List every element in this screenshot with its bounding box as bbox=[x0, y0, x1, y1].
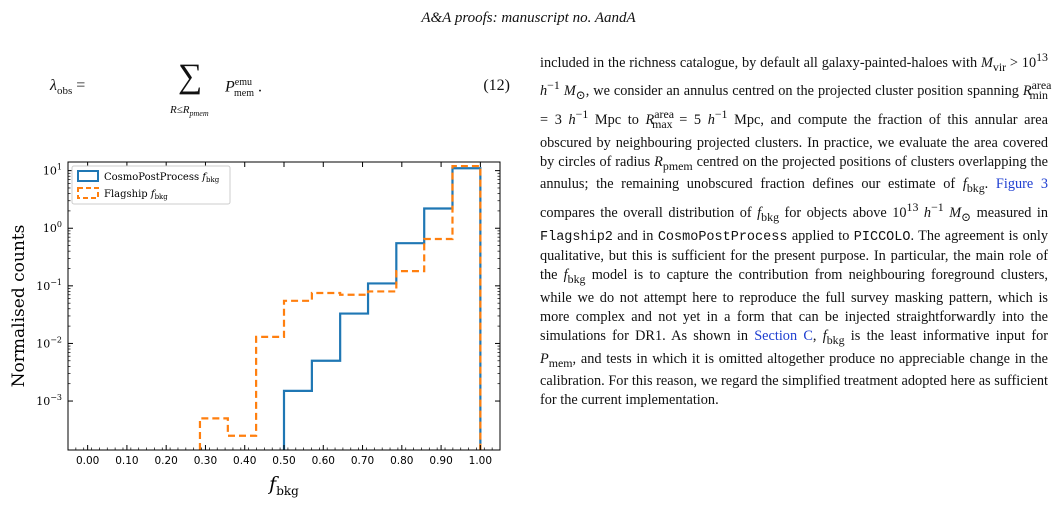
histogram-series-0 bbox=[282, 167, 482, 450]
legend-swatch bbox=[77, 187, 99, 199]
code-flagship2: Flagship2 bbox=[540, 229, 613, 245]
text-and-in: and in bbox=[617, 227, 654, 244]
x-tick-label: 0.80 bbox=[390, 455, 413, 467]
text-applied-to: applied to bbox=[791, 227, 850, 244]
sum-subscript: R≤Rpmem bbox=[170, 104, 209, 119]
x-tick-label: 1.00 bbox=[469, 455, 492, 467]
x-tick-label: 0.20 bbox=[154, 455, 177, 467]
y-tick-label: 100 bbox=[43, 220, 62, 235]
x-axis-label: fbkg bbox=[267, 473, 299, 498]
y-tick-label: 101 bbox=[43, 163, 62, 178]
y-tick-label: 10−3 bbox=[36, 393, 62, 408]
running-header: A&A proofs: manuscript no. AandA bbox=[421, 10, 636, 26]
legend-label: Flagship fbkg bbox=[104, 189, 168, 201]
equation-12: λobs = ∑ R≤Rpmem Pemumem . (12) bbox=[50, 60, 510, 120]
text-p3: . The agreement is only qualitative, but… bbox=[540, 227, 1048, 344]
figure-3: 0.00 0.10 0.20 0.30 0.40 0.50 0.60 0.70 0.80 0.90… bbox=[0, 150, 520, 502]
legend-box bbox=[71, 165, 231, 205]
legend-label: CosmoPostProcess fbkg bbox=[104, 172, 220, 184]
code-piccolo: PICCOLO bbox=[853, 229, 911, 245]
x-tick-label: 0.60 bbox=[312, 455, 335, 467]
text-p4: , fbkg is the least informative input fo… bbox=[540, 327, 1048, 409]
y-tick-label: 10−1 bbox=[36, 278, 62, 293]
y-axis-label: Normalised counts bbox=[9, 225, 29, 388]
histogram-chart: 0.00 0.10 0.20 0.30 0.40 0.50 0.60 0.70 0.80 0.90… bbox=[9, 161, 501, 498]
paragraph: included in the richness catalogue, by d… bbox=[540, 48, 1052, 410]
body-column: included in the richness catalogue, by d… bbox=[540, 48, 1052, 410]
x-tick-label: 0.10 bbox=[115, 455, 138, 467]
equation-lhs: λobs = bbox=[50, 77, 86, 98]
y-tick-label: 10−2 bbox=[36, 335, 62, 350]
equation-term: Pemumem . bbox=[225, 77, 262, 99]
section-c-link[interactable]: Section C bbox=[754, 327, 813, 344]
x-tick-label: 0.30 bbox=[194, 455, 217, 467]
x-tick-label: 0.00 bbox=[76, 455, 99, 467]
x-tick-label: 0.70 bbox=[351, 455, 374, 467]
equation-number: (12) bbox=[483, 77, 510, 94]
legend-swatch bbox=[77, 170, 99, 182]
code-cosmopostprocess: CosmoPostProcess bbox=[657, 229, 788, 245]
text-p1: included in the richness catalogue, by d… bbox=[540, 50, 1052, 196]
x-tick-label: 0.40 bbox=[233, 455, 256, 467]
x-tick-label: 0.90 bbox=[429, 455, 452, 467]
figure-3-link[interactable]: Figure 3 bbox=[995, 176, 1048, 193]
x-tick-label: 0.50 bbox=[272, 455, 295, 467]
histogram-series-1 bbox=[198, 164, 482, 450]
text-p2: compares the overall distribution of fbk… bbox=[540, 200, 1048, 224]
sum-symbol: ∑ bbox=[178, 58, 203, 95]
